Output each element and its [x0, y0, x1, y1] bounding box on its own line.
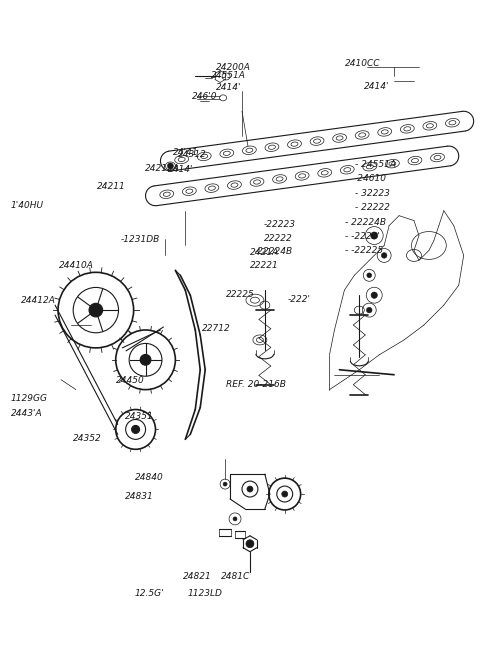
Text: 24831: 24831 — [125, 492, 154, 501]
Text: 2421A: 2421A — [250, 248, 279, 257]
Circle shape — [371, 292, 377, 298]
Text: 22225: 22225 — [226, 290, 254, 299]
Text: - 32223: - 32223 — [355, 189, 389, 198]
Text: 24200A: 24200A — [216, 62, 251, 72]
Text: 246'0: 246'0 — [192, 92, 218, 101]
Circle shape — [140, 354, 151, 365]
Text: 1123LD: 1123LD — [188, 589, 222, 598]
Text: 2410CC: 2410CC — [345, 59, 381, 68]
Text: - 22222: - 22222 — [355, 203, 389, 212]
Circle shape — [233, 517, 237, 521]
Circle shape — [371, 232, 378, 239]
Text: - 24551A: - 24551A — [355, 160, 396, 169]
Circle shape — [223, 482, 227, 486]
Text: -24610: -24610 — [355, 174, 386, 183]
Text: 1129GG: 1129GG — [11, 394, 48, 403]
Text: 2481C: 2481C — [221, 572, 250, 581]
Text: -1231DB: -1231DB — [120, 235, 160, 244]
Text: 24351: 24351 — [125, 412, 154, 421]
Text: 1'40HU: 1'40HU — [11, 201, 44, 210]
Text: 24212A: 24212A — [144, 164, 180, 173]
Circle shape — [89, 304, 103, 317]
Text: 2414': 2414' — [364, 81, 390, 91]
Text: 12.5G': 12.5G' — [135, 589, 165, 598]
Text: 24821: 24821 — [183, 572, 212, 581]
Text: 24450: 24450 — [116, 376, 144, 385]
Text: 24'41: 24'41 — [173, 148, 199, 156]
Text: 24551A: 24551A — [211, 71, 246, 80]
Circle shape — [246, 540, 254, 548]
Text: 24352: 24352 — [73, 434, 102, 443]
Text: -22224B: -22224B — [254, 247, 292, 256]
Text: - -22225: - -22225 — [345, 246, 383, 256]
Text: 24840: 24840 — [135, 473, 164, 482]
Text: 24211: 24211 — [97, 181, 126, 191]
Circle shape — [132, 426, 140, 434]
Text: 2443'A: 2443'A — [11, 409, 43, 418]
Text: 2414': 2414' — [168, 166, 194, 174]
Circle shape — [282, 491, 288, 497]
Text: -22223: -22223 — [264, 220, 296, 229]
Circle shape — [366, 307, 372, 313]
Text: 24312: 24312 — [178, 150, 207, 159]
Circle shape — [247, 486, 253, 492]
Text: - 22224B: - 22224B — [345, 217, 386, 227]
Text: 24412A: 24412A — [21, 296, 55, 305]
Text: - -2222': - -2222' — [345, 232, 380, 241]
Text: REF. 20-216B: REF. 20-216B — [226, 380, 286, 388]
Text: 24410A: 24410A — [59, 261, 94, 270]
Circle shape — [168, 163, 173, 169]
Text: 22712: 22712 — [202, 324, 230, 333]
Text: 2414': 2414' — [216, 83, 241, 92]
Text: 22221: 22221 — [250, 261, 278, 269]
Text: 22222: 22222 — [264, 234, 293, 243]
Text: -222': -222' — [288, 294, 311, 304]
Circle shape — [367, 273, 372, 278]
Circle shape — [382, 253, 387, 258]
